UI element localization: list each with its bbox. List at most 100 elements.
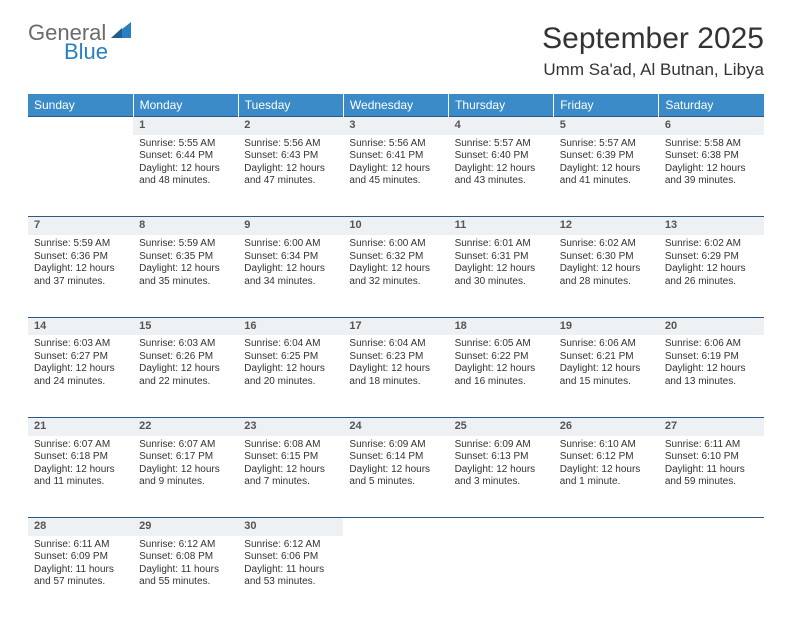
sail-icon [111, 22, 133, 45]
sunset: Sunset: 6:34 PM [244, 251, 337, 264]
sunset: Sunset: 6:13 PM [455, 451, 548, 464]
daylight: Daylight: 12 hours [665, 263, 758, 276]
sunrise: Sunrise: 5:57 AM [455, 138, 548, 151]
daylight: Daylight: 12 hours [34, 263, 127, 276]
sunset: Sunset: 6:22 PM [455, 351, 548, 364]
daylight: Daylight: 12 hours [349, 263, 442, 276]
daylight: and 55 minutes. [139, 576, 232, 589]
day-cell [343, 536, 448, 618]
day-cell: Sunrise: 6:04 AMSunset: 6:23 PMDaylight:… [343, 335, 448, 417]
daylight: Daylight: 12 hours [665, 363, 758, 376]
daylight: and 53 minutes. [244, 576, 337, 589]
sunset: Sunset: 6:44 PM [139, 150, 232, 163]
daylight: Daylight: 12 hours [244, 163, 337, 176]
sunrise: Sunrise: 5:58 AM [665, 138, 758, 151]
sunrise: Sunrise: 6:06 AM [665, 338, 758, 351]
day-number: 10 [343, 217, 448, 235]
day-number: 2 [238, 117, 343, 135]
sunset: Sunset: 6:26 PM [139, 351, 232, 364]
day-cell: Sunrise: 6:12 AMSunset: 6:08 PMDaylight:… [133, 536, 238, 618]
day-number: 24 [343, 417, 448, 435]
daylight: and 41 minutes. [560, 175, 653, 188]
daylight: and 18 minutes. [349, 376, 442, 389]
sunset: Sunset: 6:29 PM [665, 251, 758, 264]
col-tuesday: Tuesday [238, 94, 343, 117]
content-row: Sunrise: 6:03 AMSunset: 6:27 PMDaylight:… [28, 335, 764, 417]
daylight: Daylight: 12 hours [34, 464, 127, 477]
day-number: 23 [238, 417, 343, 435]
daylight: Daylight: 11 hours [244, 564, 337, 577]
day-cell: Sunrise: 6:00 AMSunset: 6:34 PMDaylight:… [238, 235, 343, 317]
sunrise: Sunrise: 6:10 AM [560, 439, 653, 452]
day-number: 18 [449, 317, 554, 335]
daylight: Daylight: 12 hours [349, 464, 442, 477]
sunset: Sunset: 6:08 PM [139, 551, 232, 564]
daylight: Daylight: 12 hours [139, 363, 232, 376]
day-cell: Sunrise: 6:08 AMSunset: 6:15 PMDaylight:… [238, 436, 343, 518]
day-number: 20 [659, 317, 764, 335]
day-cell: Sunrise: 6:06 AMSunset: 6:21 PMDaylight:… [554, 335, 659, 417]
day-number [28, 117, 133, 135]
sunset: Sunset: 6:21 PM [560, 351, 653, 364]
day-number: 19 [554, 317, 659, 335]
day-cell: Sunrise: 5:55 AMSunset: 6:44 PMDaylight:… [133, 135, 238, 217]
sunrise: Sunrise: 5:59 AM [139, 238, 232, 251]
daylight: and 30 minutes. [455, 276, 548, 289]
day-number: 5 [554, 117, 659, 135]
sunset: Sunset: 6:25 PM [244, 351, 337, 364]
day-cell: Sunrise: 6:02 AMSunset: 6:30 PMDaylight:… [554, 235, 659, 317]
daylight: Daylight: 12 hours [139, 263, 232, 276]
day-number [554, 518, 659, 536]
day-cell: Sunrise: 5:57 AMSunset: 6:40 PMDaylight:… [449, 135, 554, 217]
daylight: Daylight: 12 hours [455, 464, 548, 477]
day-number: 26 [554, 417, 659, 435]
daylight: and 3 minutes. [455, 476, 548, 489]
sunset: Sunset: 6:38 PM [665, 150, 758, 163]
daylight: and 13 minutes. [665, 376, 758, 389]
day-cell: Sunrise: 5:57 AMSunset: 6:39 PMDaylight:… [554, 135, 659, 217]
title-block: September 2025 Umm Sa'ad, Al Butnan, Lib… [542, 22, 764, 80]
col-sunday: Sunday [28, 94, 133, 117]
sunrise: Sunrise: 5:56 AM [244, 138, 337, 151]
sunrise: Sunrise: 6:12 AM [139, 539, 232, 552]
sunrise: Sunrise: 6:05 AM [455, 338, 548, 351]
logo: General Blue [28, 22, 133, 63]
daylight: and 39 minutes. [665, 175, 758, 188]
daylight: and 20 minutes. [244, 376, 337, 389]
daylight: Daylight: 12 hours [244, 263, 337, 276]
daylight: Daylight: 12 hours [560, 263, 653, 276]
sunset: Sunset: 6:31 PM [455, 251, 548, 264]
day-cell: Sunrise: 6:09 AMSunset: 6:14 PMDaylight:… [343, 436, 448, 518]
sunrise: Sunrise: 6:08 AM [244, 439, 337, 452]
daynum-row: 123456 [28, 117, 764, 135]
day-cell: Sunrise: 6:09 AMSunset: 6:13 PMDaylight:… [449, 436, 554, 518]
daylight: Daylight: 12 hours [244, 464, 337, 477]
location: Umm Sa'ad, Al Butnan, Libya [542, 60, 764, 80]
sunset: Sunset: 6:10 PM [665, 451, 758, 464]
daylight: Daylight: 12 hours [455, 263, 548, 276]
col-wednesday: Wednesday [343, 94, 448, 117]
day-number: 8 [133, 217, 238, 235]
day-cell [554, 536, 659, 618]
sunset: Sunset: 6:35 PM [139, 251, 232, 264]
sunrise: Sunrise: 6:11 AM [34, 539, 127, 552]
sunrise: Sunrise: 5:57 AM [560, 138, 653, 151]
day-cell: Sunrise: 6:04 AMSunset: 6:25 PMDaylight:… [238, 335, 343, 417]
sunrise: Sunrise: 6:01 AM [455, 238, 548, 251]
sunset: Sunset: 6:15 PM [244, 451, 337, 464]
daylight: and 37 minutes. [34, 276, 127, 289]
sunset: Sunset: 6:18 PM [34, 451, 127, 464]
logo-text-block: General Blue [28, 22, 133, 63]
sunset: Sunset: 6:17 PM [139, 451, 232, 464]
day-cell: Sunrise: 5:59 AMSunset: 6:36 PMDaylight:… [28, 235, 133, 317]
daylight: Daylight: 12 hours [244, 363, 337, 376]
col-friday: Friday [554, 94, 659, 117]
day-number: 17 [343, 317, 448, 335]
daylight: Daylight: 12 hours [139, 464, 232, 477]
sunrise: Sunrise: 6:09 AM [349, 439, 442, 452]
day-number: 30 [238, 518, 343, 536]
daylight: and 57 minutes. [34, 576, 127, 589]
sunset: Sunset: 6:27 PM [34, 351, 127, 364]
content-row: Sunrise: 6:07 AMSunset: 6:18 PMDaylight:… [28, 436, 764, 518]
sunset: Sunset: 6:39 PM [560, 150, 653, 163]
